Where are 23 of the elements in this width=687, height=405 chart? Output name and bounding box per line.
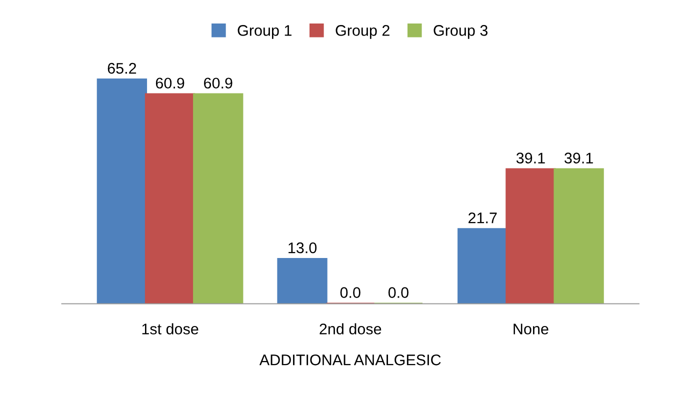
legend-label: Group 1 [238, 25, 292, 39]
data-label: 39.1 [564, 152, 593, 164]
x-axis-title: ADDITIONAL ANALGESIC [259, 354, 441, 366]
data-label: 21.7 [468, 212, 497, 224]
data-label: 13.0 [288, 242, 317, 254]
data-label: 60.9 [204, 78, 232, 89]
data-label: 0.0 [388, 287, 408, 298]
bar [458, 228, 508, 304]
bar [193, 93, 244, 304]
legend-label: Group 2 [336, 25, 390, 39]
data-label: 65.2 [108, 62, 136, 74]
x-tick-label: 2nd dose [320, 323, 382, 334]
legend-label: Group 3 [434, 25, 488, 39]
data-label: 60.9 [156, 78, 184, 89]
data-label: 0.0 [340, 287, 360, 298]
bar [277, 258, 328, 304]
x-tick-label: None [514, 324, 548, 334]
bar [506, 168, 556, 304]
x-tick-label: 1st dose [142, 323, 198, 334]
bar [144, 93, 196, 304]
bar [96, 78, 148, 304]
bar [554, 168, 604, 304]
data-label: 39.1 [516, 152, 545, 164]
